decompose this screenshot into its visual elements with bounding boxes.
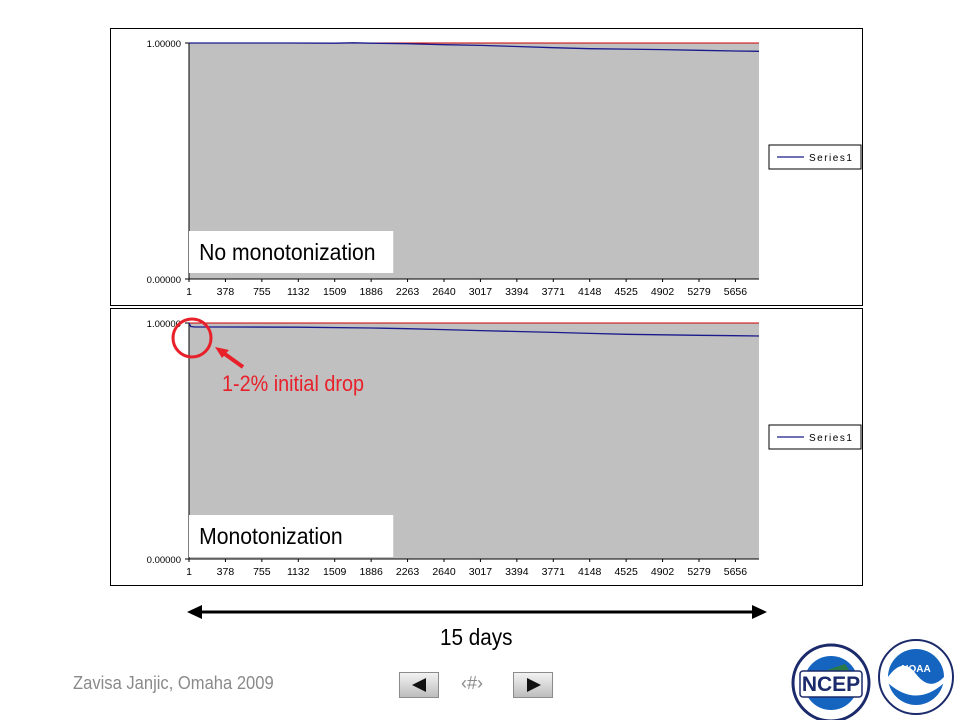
- panel-label: No monotonization: [189, 231, 394, 273]
- x-tick-label: 3394: [505, 286, 529, 298]
- slide-number: ‹#›: [461, 673, 483, 693]
- span-arrow-right-head: [752, 605, 767, 619]
- legend-label: Series1: [809, 433, 853, 444]
- series-line: [188, 322, 760, 337]
- noaa-logo-text: NOAA: [901, 664, 930, 675]
- legend: Series1: [768, 424, 862, 450]
- footer-credit: Zavisa Janjic, Omaha 2009: [73, 673, 274, 693]
- annotation-text: 1-2% initial drop: [222, 371, 364, 396]
- x-tick-label: 5279: [687, 566, 711, 578]
- x-tick-label: 3771: [542, 286, 566, 298]
- x-tick-label: 755: [253, 286, 271, 298]
- x-tick-label: 2263: [396, 286, 420, 298]
- legend: Series1: [768, 144, 862, 170]
- series-line: [189, 42, 760, 52]
- y-tick-label: 1.00000: [147, 39, 181, 50]
- x-tick-label: 1509: [323, 566, 347, 578]
- x-tick-label: 1: [186, 566, 192, 578]
- logos: NCEP NOAA: [791, 639, 954, 720]
- x-tick-label: 2640: [432, 286, 456, 298]
- triangle-left-icon: [412, 678, 426, 692]
- x-tick-label: 4902: [651, 566, 675, 578]
- next-slide-button[interactable]: [513, 672, 553, 698]
- panel-label: Monotonization: [189, 515, 394, 557]
- x-tick-label: 5656: [724, 566, 748, 578]
- y-tick-label: 0.00000: [147, 275, 181, 286]
- x-tick-label: 1: [186, 286, 192, 298]
- x-tick-label: 4525: [614, 286, 638, 298]
- span-arrow-left-head: [187, 605, 202, 619]
- x-tick-label: 3017: [469, 286, 493, 298]
- x-tick-label: 4148: [578, 286, 602, 298]
- y-tick-label: 0.00000: [147, 555, 181, 566]
- x-tick-label: 1886: [359, 566, 383, 578]
- previous-slide-button[interactable]: [399, 672, 439, 698]
- x-tick-label: 755: [253, 566, 271, 578]
- x-tick-label: 1886: [359, 286, 383, 298]
- ncep-logo: NCEP: [791, 643, 871, 720]
- x-tick-label: 3771: [542, 566, 566, 578]
- ncep-logo-text: NCEP: [802, 673, 860, 696]
- x-tick-label: 378: [217, 566, 235, 578]
- x-tick-label: 5279: [687, 286, 711, 298]
- x-tick-label: 3017: [469, 566, 493, 578]
- y-tick-label: 1.00000: [147, 319, 181, 330]
- x-tick-label: 4525: [614, 566, 638, 578]
- x-tick-label: 2263: [396, 566, 420, 578]
- x-tick-label: 4902: [651, 286, 675, 298]
- x-tick-label: 2640: [432, 566, 456, 578]
- x-tick-label: 1509: [323, 286, 347, 298]
- x-tick-label: 4148: [578, 566, 602, 578]
- chart-no-monotonization: 1.00000 0.00000 1 378 755 1132 1509 1886 2263 264…: [110, 28, 863, 306]
- x-tick-label: 3394: [505, 566, 529, 578]
- chart-monotonization: 1.00000 0.00000 1 378 755 1132 1509 1886 2263 264…: [110, 308, 863, 586]
- x-tick-label: 1132: [287, 566, 310, 578]
- noaa-logo: NOAA: [878, 639, 954, 715]
- time-span-label: 15 days: [440, 624, 513, 650]
- x-tick-label: 1132: [287, 286, 310, 298]
- x-tick-label: 378: [217, 286, 235, 298]
- legend-label: Series1: [809, 153, 853, 164]
- triangle-right-icon: [527, 678, 541, 692]
- x-tick-label: 5656: [724, 286, 748, 298]
